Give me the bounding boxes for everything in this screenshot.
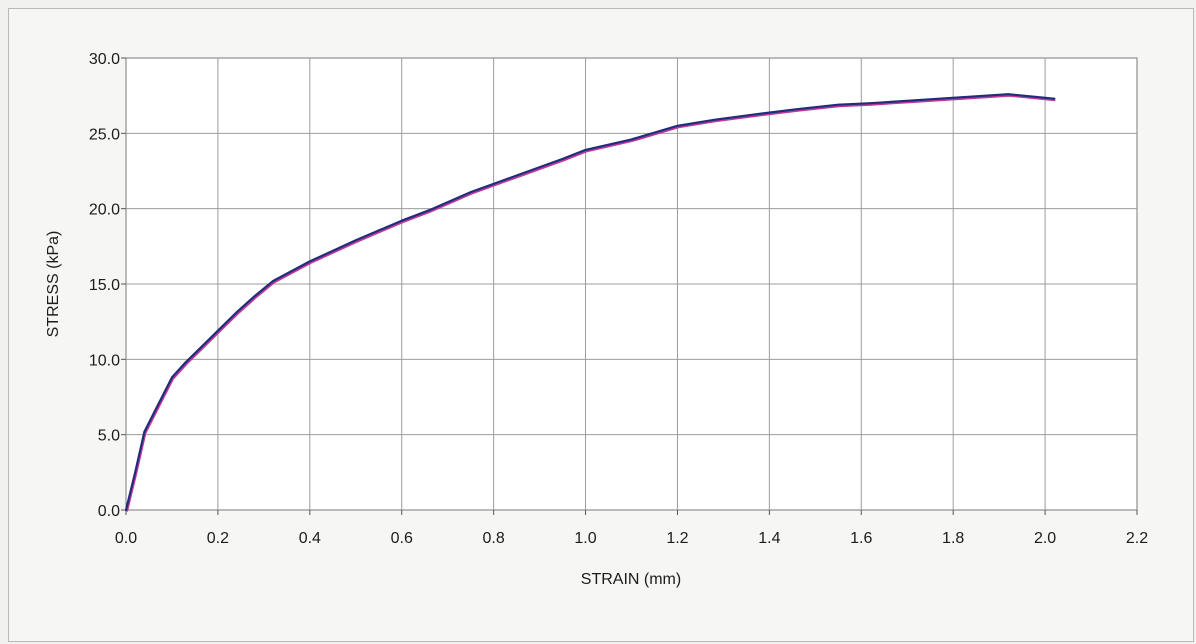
- data-point: [308, 260, 311, 263]
- data-point: [561, 158, 564, 160]
- x-tick-label: 0.6: [391, 530, 413, 547]
- y-tick-label: 10.0: [89, 352, 120, 369]
- y-tick-label: 25.0: [89, 126, 120, 143]
- data-point: [676, 124, 679, 127]
- data-point: [272, 280, 274, 282]
- data-point: [869, 102, 872, 105]
- x-tick-label: 1.4: [758, 530, 780, 547]
- series-line-shadow: [126, 94, 1056, 512]
- data-point: [157, 403, 160, 406]
- x-tick-label: 1.8: [942, 530, 964, 547]
- series-layer: [124, 93, 1056, 512]
- y-axis-title: STRESS (kPa): [45, 231, 62, 338]
- y-tick-label: 30.0: [89, 51, 120, 68]
- data-point: [759, 112, 762, 115]
- x-axis-title: STRAIN (mm): [581, 571, 681, 588]
- data-point: [1007, 93, 1010, 96]
- x-tick-labels: 0.0 0.2 0.4 0.6 0.8 1.0 1.2 1.4 1.6 1.8 2.0 2.2: [115, 530, 1148, 547]
- x-tick-label: 0.4: [299, 530, 321, 547]
- x-tick-label: 1.6: [850, 530, 872, 547]
- x-tick-label: 0.0: [115, 530, 137, 547]
- x-tick-label: 2.0: [1034, 530, 1056, 547]
- data-point: [630, 138, 633, 141]
- data-point: [1053, 97, 1056, 100]
- y-tick-label: 0.0: [98, 503, 120, 520]
- data-point: [584, 149, 587, 151]
- data-point: [171, 376, 173, 379]
- data-point: [253, 295, 256, 297]
- data-point: [713, 118, 716, 121]
- x-tick-label: 1.2: [666, 530, 688, 547]
- data-point: [134, 471, 137, 474]
- y-tick-labels: 0.0 5.0 10.0 15.0 20.0 25.0 30.0: [89, 51, 120, 520]
- data-point: [961, 96, 964, 99]
- data-point: [354, 239, 357, 242]
- data-point: [400, 219, 403, 222]
- data-point: [515, 174, 518, 177]
- y-tick-label: 5.0: [98, 428, 120, 445]
- data-point: [837, 103, 840, 106]
- data-point: [198, 347, 201, 350]
- data-point: [796, 108, 798, 111]
- x-tick-label: 0.2: [207, 530, 229, 547]
- data-point: [217, 329, 219, 332]
- x-tick-label: 0.8: [483, 530, 505, 547]
- y-tick-label: 20.0: [89, 202, 120, 219]
- data-point: [184, 361, 187, 364]
- data-point: [915, 99, 918, 102]
- horizontal-gridlines: [121, 57, 1137, 511]
- data-point: [125, 509, 127, 511]
- y-tick-label: 15.0: [89, 277, 120, 294]
- x-tick-label: 2.2: [1126, 530, 1148, 547]
- series-line: [124, 93, 1056, 512]
- data-point: [143, 430, 146, 433]
- data-point: [469, 191, 472, 193]
- data-point: [428, 209, 431, 212]
- x-tick-label: 1.0: [574, 530, 596, 547]
- data-point: [235, 311, 238, 314]
